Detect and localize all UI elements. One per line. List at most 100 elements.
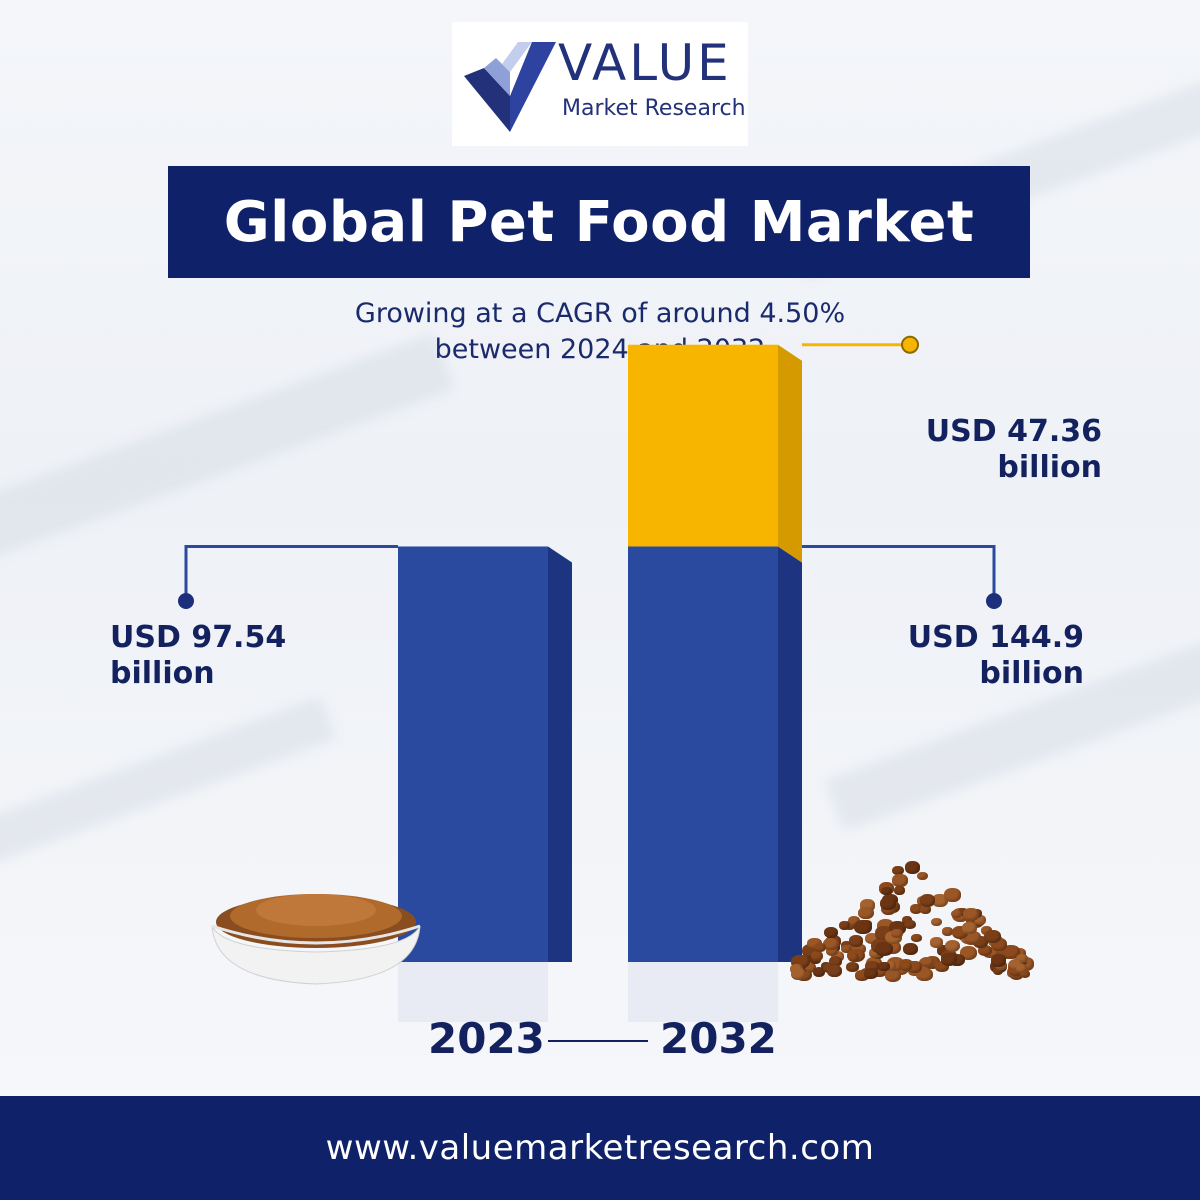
kibble-pile-icon xyxy=(770,830,1040,982)
kibble-pellet xyxy=(885,969,902,982)
kibble-pellet xyxy=(917,871,929,881)
footer-website-link[interactable]: www.valuemarketresearch.com xyxy=(325,1128,875,1168)
kibble-pellet xyxy=(791,968,807,981)
kibble-pellet xyxy=(827,965,842,977)
value-label-2032-total-amount: USD 144.9 xyxy=(907,620,1084,655)
kibble-pellet xyxy=(973,935,988,948)
kibble-pellet xyxy=(907,960,923,973)
kibble-pellet xyxy=(812,966,826,977)
logo-v-icon xyxy=(464,42,556,132)
value-label-2023: USD 97.54 billion xyxy=(110,620,286,692)
market-bar-chart xyxy=(178,335,1002,1022)
value-label-2032-increment-amount: USD 47.36 xyxy=(925,414,1102,449)
kibble-pellet xyxy=(990,954,1006,967)
kibble-pellet xyxy=(951,909,962,919)
kibble-pellet xyxy=(857,906,874,920)
kibble-pellet xyxy=(964,930,981,944)
leader-dot-2032-total xyxy=(986,593,1002,609)
kibble-pellet xyxy=(892,866,904,876)
kibble-pellet xyxy=(919,894,936,907)
value-label-2032-total: USD 144.9 billion xyxy=(880,620,1084,692)
kibble-pellet xyxy=(847,953,859,963)
value-label-2032-total-unit: billion xyxy=(979,656,1084,691)
bar-reflection-2032 xyxy=(628,962,778,1022)
kibble-pellet xyxy=(854,920,872,935)
kibble-pellet xyxy=(977,944,993,956)
kibble-pellet xyxy=(891,929,903,939)
kibble-pellet xyxy=(940,952,957,966)
year-end: 2032 xyxy=(660,1014,777,1063)
footer-bar: www.valuemarketresearch.com xyxy=(0,1096,1200,1200)
year-start: 2023 xyxy=(428,1014,545,1063)
bar-2032-segment-2-side xyxy=(778,344,802,563)
bar-reflection-2023 xyxy=(398,962,548,1022)
kibble-pellet xyxy=(1002,944,1020,959)
kibble-pellet xyxy=(992,966,1004,975)
kibble-pellet xyxy=(901,962,913,972)
value-label-2032-increment: USD 47.36 billion xyxy=(900,414,1102,486)
kibble-pellet xyxy=(916,968,933,982)
kibble-pellet xyxy=(935,961,949,973)
kibble-pellet xyxy=(814,943,826,953)
kibble-pellet xyxy=(988,949,1000,959)
kibble-pellet xyxy=(1019,969,1030,978)
kibble-pellet xyxy=(903,942,919,955)
value-label-2032-increment-unit: billion xyxy=(997,450,1102,485)
leader-line-2032-total xyxy=(802,544,996,600)
kibble-pellet xyxy=(911,933,922,943)
kibble-pellet xyxy=(904,861,921,874)
kibble-pellet xyxy=(880,896,897,910)
kibble-pellet xyxy=(973,915,986,925)
kibble-pellet xyxy=(878,961,890,971)
kibble-pellet xyxy=(865,961,879,972)
kibble-pellet xyxy=(944,939,961,953)
kibble-pellet xyxy=(1016,954,1029,964)
company-logo: VALUE Market Research xyxy=(452,22,748,146)
bar-2032-segment-1-side xyxy=(778,546,802,962)
kibble-pellet xyxy=(910,904,922,914)
kibble-pellet xyxy=(810,951,823,961)
logo-word: VALUE xyxy=(558,34,732,92)
kibble-pellet xyxy=(894,886,905,895)
kibble-pellet xyxy=(864,933,879,945)
kibble-pellet xyxy=(892,874,908,887)
logo-subtitle: Market Research xyxy=(562,96,746,121)
bar-2032-segment-1 xyxy=(628,546,778,962)
bar-2023-segment-1-side xyxy=(548,546,572,962)
kibble-pellet xyxy=(841,945,852,954)
title-banner: Global Pet Food Market xyxy=(168,166,1030,278)
kibble-pellet xyxy=(920,904,932,914)
kibble-pellet xyxy=(932,894,949,907)
kibble-pellet xyxy=(847,915,860,926)
kibble-pellet xyxy=(957,907,968,916)
kibble-pellet xyxy=(869,948,882,958)
kibble-pellet xyxy=(855,969,869,981)
kibble-pellet xyxy=(801,962,816,974)
kibble-pellet xyxy=(828,955,843,967)
kibble-pellet xyxy=(846,961,860,972)
kibble-pellet xyxy=(984,930,1001,944)
kibble-pellet xyxy=(944,888,962,902)
kibble-pellet xyxy=(1016,964,1027,973)
kibble-pellet xyxy=(961,922,977,935)
kibble-pellet xyxy=(875,942,893,957)
kibble-pellet xyxy=(838,921,850,930)
subtitle-line-1: Growing at a CAGR of around 4.50% xyxy=(354,298,846,329)
leader-dot-2032-increment xyxy=(901,335,919,354)
kibble-pellet xyxy=(826,945,839,956)
kibble-pellet xyxy=(904,919,916,930)
year-connector-line xyxy=(548,1040,648,1042)
kibble-pellet xyxy=(849,935,864,947)
kibble-pellet xyxy=(863,967,878,979)
leader-dot-2023 xyxy=(178,593,194,609)
kibble-pellet xyxy=(942,927,953,936)
kibble-pellet xyxy=(930,937,943,948)
kibble-pellet xyxy=(822,937,839,951)
leader-line-2023 xyxy=(184,544,398,600)
value-label-2023-unit: billion xyxy=(110,656,215,691)
kibble-pellet xyxy=(881,886,892,896)
kibble-pellet xyxy=(931,917,942,927)
kibble-pellet xyxy=(884,961,897,971)
bar-2023-segment-1 xyxy=(398,546,548,962)
kibble-pellet xyxy=(823,926,838,938)
